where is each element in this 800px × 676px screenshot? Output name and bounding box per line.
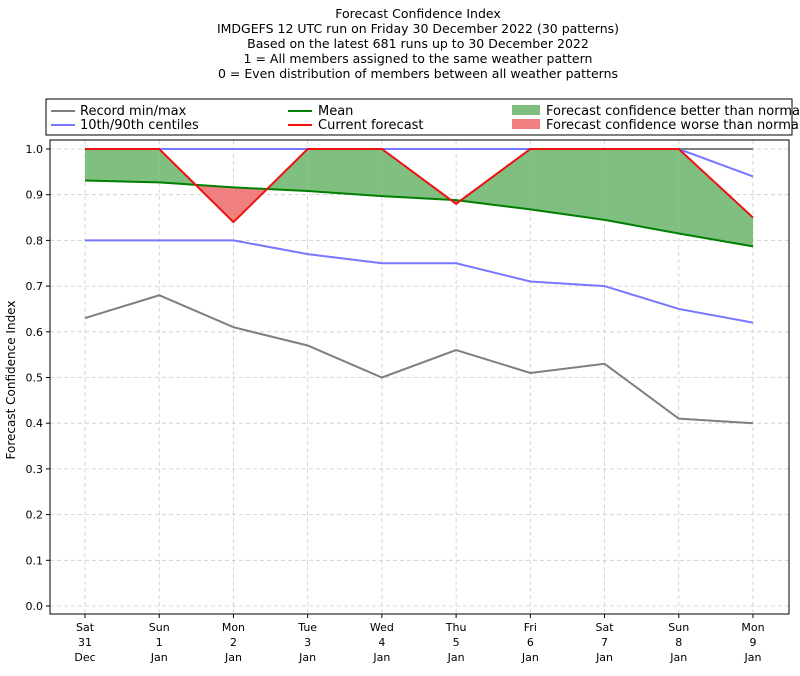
series-lines [84,148,754,425]
plot-frame [49,139,790,615]
x-tick-label: Jan [224,651,242,664]
x-tick-label: 5 [453,636,460,649]
legend-frame [45,98,793,136]
series-line-record-min [84,294,754,425]
fill-better-than-normal [604,149,679,234]
y-tick-label: 0.6 [26,326,44,339]
x-tick-label: Sun [149,621,170,634]
y-tick-label: 0.8 [26,234,44,247]
fill-better-than-normal [530,149,605,220]
x-tick-label: 8 [675,636,682,649]
x-tick-label: Fri [524,621,537,634]
x-tick-label: Thu [445,621,467,634]
x-tick-label: 31 [78,636,92,649]
title-line-4: 1 = All members assigned to the same wea… [244,51,593,66]
x-tick-label: 1 [156,636,163,649]
x-tick-label: Jan [669,651,687,664]
x-tick-label: Sun [668,621,689,634]
y-tick-label: 0.7 [26,280,44,293]
x-tick-label: 4 [378,636,385,649]
title-line-3: Based on the latest 681 runs up to 30 De… [247,36,589,51]
legend-label-mean: Mean [318,104,353,119]
x-tick-label: Jan [372,651,390,664]
legend-label-current: Current forecast [318,118,424,133]
x-tick-label: Mon [741,621,764,634]
x-tick-label: 2 [230,636,237,649]
legend-label-worse: Forecast confidence worse than normal [546,118,800,133]
y-tick-label: 0.4 [26,417,44,430]
legend: Record min/max 10th/90th centiles Mean C… [45,98,800,136]
legend-label-record: Record min/max [80,104,187,119]
legend-swatch-worse [512,119,540,129]
x-tick-label: Mon [222,621,245,634]
chart-title: Forecast Confidence Index IMDGEFS 12 UTC… [217,6,619,81]
x-tick-label: Jan [298,651,316,664]
y-axis-label: Forecast Confidence Index [4,301,18,460]
x-tick-label: Jan [150,651,168,664]
x-tick-label: Jan [744,651,762,664]
title-line-2: IMDGEFS 12 UTC run on Friday 30 December… [217,21,619,36]
fill-better-than-normal [678,149,753,247]
title-line-1: Forecast Confidence Index [335,6,501,21]
y-tick-label: 0.1 [26,554,44,567]
x-tick-label: 7 [601,636,608,649]
x-tick-label: Sat [596,621,615,634]
x-tick-label: Tue [297,621,317,634]
x-tick-label: Dec [74,651,95,664]
y-tick-label: 1.0 [26,143,44,156]
axes: 0.00.10.20.30.40.50.60.70.80.91.0Sat31De… [26,139,790,664]
x-tick-label: Jan [447,651,465,664]
y-tick-label: 0.3 [26,463,44,476]
y-tick-label: 0.9 [26,189,44,202]
x-tick-label: Jan [521,651,539,664]
x-tick-label: 6 [527,636,534,649]
y-tick-label: 0.2 [26,509,44,522]
series-line-p10 [85,239,754,324]
x-tick-label: Sat [76,621,95,634]
legend-swatch-better [512,105,540,115]
fill-better-than-normal [460,149,531,210]
x-tick-label: 3 [304,636,311,649]
y-tick-label: 0.5 [26,372,44,385]
fill-better-than-normal [307,149,382,197]
series-line-current [85,148,754,224]
y-tick-label: 0.0 [26,600,44,613]
x-tick-label: 9 [750,636,757,649]
fill-better-than-normal [85,149,160,183]
title-line-5: 0 = Even distribution of members between… [218,66,618,81]
legend-label-centiles: 10th/90th centiles [80,118,199,133]
x-tick-label: Jan [595,651,613,664]
x-tick-label: Wed [370,621,394,634]
legend-label-better: Forecast confidence better than normal [546,104,800,119]
